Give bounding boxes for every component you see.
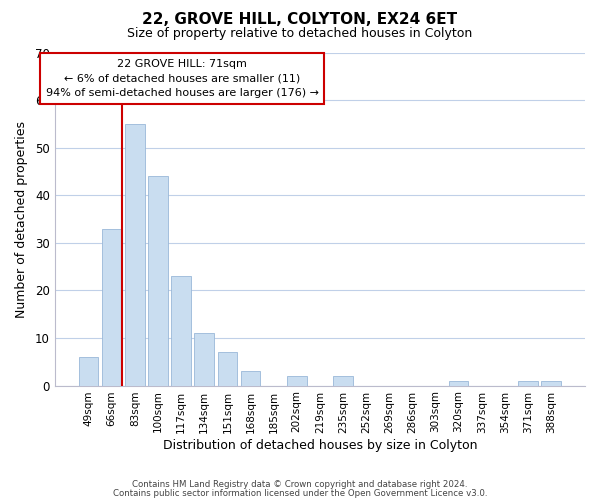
X-axis label: Distribution of detached houses by size in Colyton: Distribution of detached houses by size … bbox=[163, 440, 477, 452]
Text: Contains HM Land Registry data © Crown copyright and database right 2024.: Contains HM Land Registry data © Crown c… bbox=[132, 480, 468, 489]
Bar bbox=[194, 333, 214, 386]
Bar bbox=[541, 381, 561, 386]
Bar bbox=[125, 124, 145, 386]
Bar bbox=[333, 376, 353, 386]
Text: 22 GROVE HILL: 71sqm
← 6% of detached houses are smaller (11)
94% of semi-detach: 22 GROVE HILL: 71sqm ← 6% of detached ho… bbox=[46, 59, 319, 98]
Bar bbox=[287, 376, 307, 386]
Bar bbox=[102, 228, 122, 386]
Bar bbox=[148, 176, 168, 386]
Bar bbox=[79, 357, 98, 386]
Text: Contains public sector information licensed under the Open Government Licence v3: Contains public sector information licen… bbox=[113, 488, 487, 498]
Bar bbox=[241, 372, 260, 386]
Bar bbox=[171, 276, 191, 386]
Y-axis label: Number of detached properties: Number of detached properties bbox=[15, 120, 28, 318]
Bar bbox=[218, 352, 237, 386]
Bar bbox=[518, 381, 538, 386]
Text: 22, GROVE HILL, COLYTON, EX24 6ET: 22, GROVE HILL, COLYTON, EX24 6ET bbox=[142, 12, 458, 28]
Bar bbox=[449, 381, 469, 386]
Text: Size of property relative to detached houses in Colyton: Size of property relative to detached ho… bbox=[127, 28, 473, 40]
